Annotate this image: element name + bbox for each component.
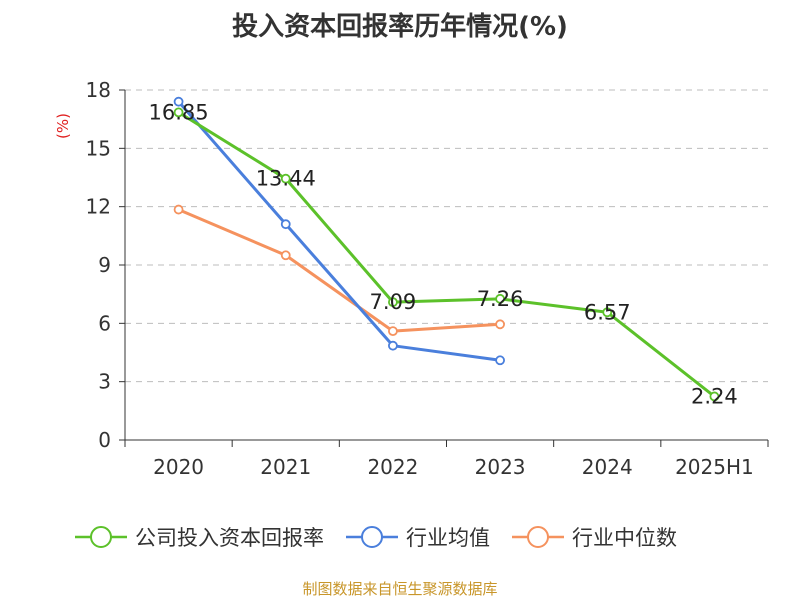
data-point: [173, 204, 184, 215]
y-tick-label: 6: [98, 311, 111, 335]
data-point: [495, 355, 505, 366]
data-point: [602, 307, 613, 318]
series-line: [177, 208, 501, 333]
data-point: [280, 250, 291, 261]
x-tick-label: 2023: [475, 455, 526, 479]
data-label: 6.57: [584, 300, 631, 324]
x-tick-label: 2024: [582, 455, 633, 479]
legend-marker: [527, 526, 549, 548]
data-point: [709, 391, 720, 402]
data-point: [173, 96, 184, 107]
legend-label: 行业均值: [406, 526, 490, 550]
y-tick-label: 0: [98, 428, 111, 452]
x-tick-label: 2020: [153, 455, 204, 479]
data-point: [388, 326, 398, 337]
legend-label: 公司投入资本回报率: [135, 526, 324, 550]
y-tick-label: 18: [86, 78, 111, 102]
legend-label: 行业中位数: [572, 526, 677, 550]
data-point: [388, 297, 398, 308]
series-line: [177, 111, 716, 398]
data-point: [388, 340, 398, 351]
data-point: [495, 319, 505, 330]
data-point: [495, 293, 505, 304]
data-label: 7.26: [477, 287, 524, 311]
x-tick-label: 2025H1: [675, 455, 754, 479]
data-label: 13.44: [256, 167, 316, 191]
series-line: [177, 100, 501, 362]
legend-marker: [90, 526, 112, 548]
data-label: 16.85: [149, 100, 209, 124]
y-axis-label: (%): [54, 113, 72, 139]
data-label: 7.09: [370, 290, 417, 314]
source-note: 制图数据来自恒生聚源数据库: [302, 580, 498, 598]
y-tick-label: 9: [98, 253, 111, 277]
y-tick-label: 15: [86, 136, 111, 160]
x-tick-label: 2021: [260, 455, 311, 479]
legend-marker: [361, 526, 383, 548]
y-tick-label: 12: [86, 195, 111, 219]
data-point: [280, 219, 291, 230]
data-point: [280, 173, 291, 184]
data-point: [173, 107, 184, 118]
data-label: 2.24: [691, 384, 738, 408]
x-tick-label: 2022: [367, 455, 418, 479]
chart-title: 投入资本回报率历年情况(%): [232, 12, 568, 42]
y-tick-label: 3: [98, 370, 111, 394]
